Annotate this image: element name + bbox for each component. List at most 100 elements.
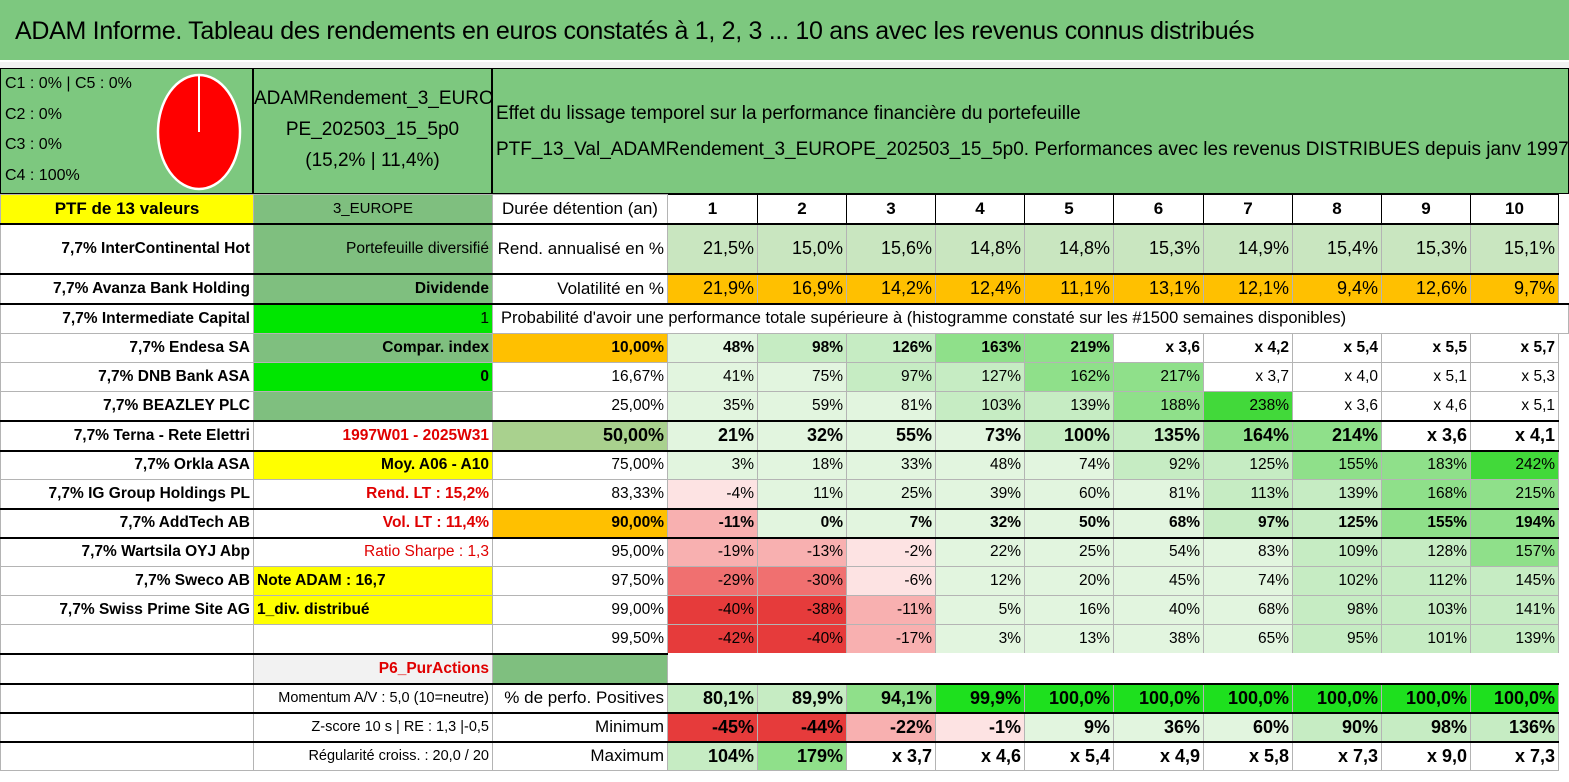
positive-label: % de perfo. Positives (492, 682, 668, 713)
return-value: 14,9% (1203, 222, 1293, 274)
percentile-value: 100% (1024, 419, 1114, 451)
period-range: 1997W01 - 2025W31 (253, 419, 493, 451)
percentile-value: 68% (1113, 507, 1204, 538)
maximum-value: x 4,9 (1113, 740, 1204, 771)
table-row: 7,7% Intermediate Capital 1 Probabilité d'… (0, 302, 1569, 334)
year-header: 10 (1470, 194, 1559, 224)
percentile-value: -11% (846, 595, 936, 625)
year-header: 7 (1203, 194, 1293, 224)
percentile-value: 32% (757, 419, 847, 451)
percentile-value: 75% (757, 362, 847, 392)
percentile-value: 60% (1024, 479, 1114, 509)
portfolio-name-panel: ADAMRendement_3_EURO PE_202503_15_5p0 (1… (253, 68, 494, 194)
flag-value: 1 (253, 302, 493, 334)
percentile-value: x 4,1 (1470, 419, 1559, 451)
percentile-value: x 3,7 (1203, 362, 1293, 392)
index-compare-value: 0 (253, 362, 493, 392)
holding-item: 7,7% InterContinental Hot (0, 222, 254, 274)
percentile-value: 18% (757, 449, 847, 480)
percentile-label: 83,33% (492, 479, 668, 509)
percentile-value: 81% (846, 391, 936, 421)
percentile-value: x 3,6 (1113, 333, 1204, 363)
maximum-value: x 7,3 (1292, 740, 1382, 771)
table-row: P6_PurActions (0, 652, 1569, 684)
percentile-value: -6% (846, 566, 936, 596)
zscore-label: Z-score 10 s | RE : 1,3 |-0,5 (253, 711, 493, 742)
percentile-value: x 5,3 (1470, 362, 1559, 392)
holding-item: 7,7% Avanza Bank Holding (0, 272, 254, 304)
holding-item: 7,7% Intermediate Capital (0, 302, 254, 334)
volatility-value: 11,1% (1024, 272, 1114, 304)
percentile-value: x 3,6 (1292, 391, 1382, 421)
percentile-value: 38% (1113, 624, 1204, 654)
description-panel: Effet du lissage temporel sur la perform… (492, 68, 1569, 194)
table-row: 7,7% Swiss Prime Site AG 1_div. distribué… (0, 595, 1569, 625)
percentile-label: 16,67% (492, 362, 668, 392)
portfolio-name-line: (15,2% | 11,4%) (305, 150, 440, 171)
portfolio-name-line: PE_202503_15_5p0 (285, 119, 460, 140)
table-row: 7,7% Endesa SA Compar. index 10,00% 48% 98% 1… (0, 333, 1569, 363)
percentile-value: 162% (1024, 362, 1114, 392)
maximum-label: Maximum (492, 740, 668, 771)
percentile-value: 139% (1292, 479, 1382, 509)
percentile-value: -2% (846, 536, 936, 567)
holding-item: 7,7% IG Group Holdings PL (0, 479, 254, 509)
percentile-value: 48% (667, 333, 758, 363)
holding-item: 7,7% AddTech AB (0, 507, 254, 538)
return-value: 15,3% (1113, 222, 1204, 274)
average-label: Moy. A06 - A10 (253, 449, 493, 480)
percentile-value: 112% (1381, 566, 1471, 596)
percentile-value: 164% (1203, 419, 1293, 451)
percentile-value: x 5,1 (1470, 391, 1559, 421)
percentile-value: 102% (1292, 566, 1382, 596)
holding-item: 7,7% Swiss Prime Site AG (0, 595, 254, 625)
table-row: Régularité croiss. : 20,0 / 20 Maximum 104… (0, 740, 1569, 771)
report-title: ADAM Informe. Tableau des rendements en … (0, 0, 1569, 62)
minimum-value: 90% (1292, 711, 1382, 742)
table-row: 7,7% InterContinental Hot Portefeuille di… (0, 222, 1569, 274)
percentile-value: 55% (846, 419, 936, 451)
positive-value: 94,1% (846, 682, 936, 713)
percentile-value: 98% (1292, 595, 1382, 625)
percentile-value: 125% (1203, 449, 1293, 480)
percentile-value: 92% (1113, 449, 1204, 480)
table-row: 7,7% DNB Bank ASA 0 16,67% 41% 75% 97% 127% 162… (0, 362, 1569, 392)
maximum-value: x 5,4 (1024, 740, 1114, 771)
allocation-pie-chart (156, 73, 242, 191)
percentile-value: 145% (1470, 566, 1559, 596)
volatility-label: Volatilité en % (492, 272, 668, 304)
percentile-value: 83% (1203, 536, 1293, 567)
holding-item: 7,7% Endesa SA (0, 333, 254, 363)
percentile-value: -40% (667, 595, 758, 625)
percentile-value: x 4,6 (1381, 391, 1471, 421)
percentile-value: 0% (757, 507, 847, 538)
description-line: PTF_13_Val_ADAMRendement_3_EUROPE_202503… (496, 139, 1569, 160)
percentile-value: 219% (1024, 333, 1114, 363)
year-header: 5 (1024, 194, 1114, 224)
regularity-label: Régularité croiss. : 20,0 / 20 (253, 740, 493, 771)
positive-value: 80,1% (667, 682, 758, 713)
percentile-value: 155% (1292, 449, 1382, 480)
universe-label: 3_EUROPE (253, 194, 493, 224)
allocation-panel: C1 : 0% | C5 : 0% C2 : 0% C3 : 0% C4 : 1… (0, 68, 253, 194)
percentile-value: 157% (1470, 536, 1559, 567)
return-value: 15,4% (1292, 222, 1382, 274)
minimum-value: 36% (1113, 711, 1204, 742)
percentile-value: 194% (1470, 507, 1559, 538)
return-value: 15,0% (757, 222, 847, 274)
positive-value: 100,0% (1203, 682, 1293, 713)
year-header: 9 (1381, 194, 1471, 224)
row-spacer (0, 682, 254, 713)
positive-value: 100,0% (1292, 682, 1382, 713)
percentile-value: 183% (1381, 449, 1471, 480)
year-header: 1 (667, 194, 758, 224)
table-row: 7,7% IG Group Holdings PL Rend. LT : 15,2… (0, 479, 1569, 509)
positive-value: 99,9% (935, 682, 1025, 713)
return-value: 15,3% (1381, 222, 1471, 274)
percentile-value: 41% (667, 362, 758, 392)
table-row: 7,7% AddTech AB Vol. LT : 11,4% 90,00% -11%… (0, 507, 1569, 538)
positive-value: 100,0% (1470, 682, 1559, 713)
percentile-value: 95% (1292, 624, 1382, 654)
diversification-label: Portefeuille diversifié (253, 222, 493, 274)
table-row: Z-score 10 s | RE : 1,3 |-0,5 Minimum -45%… (0, 711, 1569, 742)
